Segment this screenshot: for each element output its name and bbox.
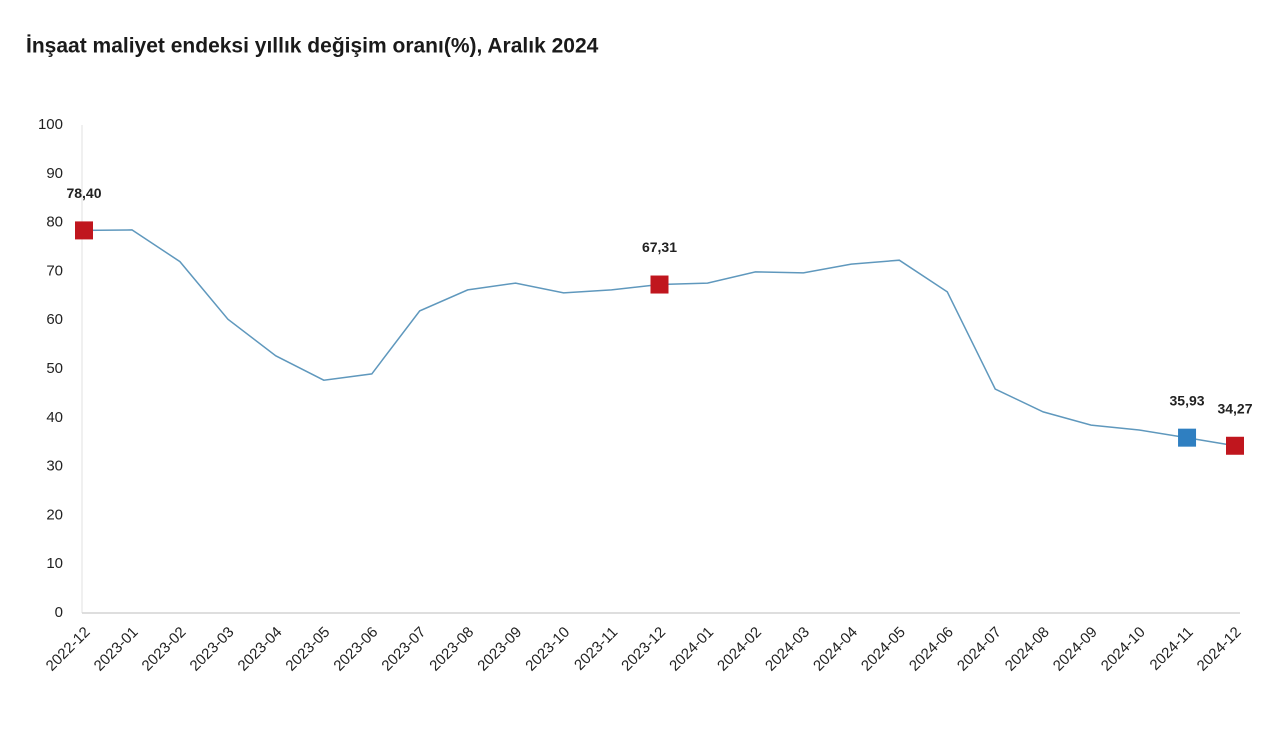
x-tick-label: 2023-03 [187, 624, 238, 675]
x-tick-label: 2023-08 [426, 624, 477, 675]
chart-title: İnşaat maliyet endeksi yıllık değişim or… [26, 35, 599, 58]
y-tick-label: 0 [55, 604, 63, 621]
x-tick-label: 2024-03 [762, 624, 813, 675]
x-tick-label: 2024-02 [714, 624, 765, 675]
x-tick-label: 2024-01 [666, 624, 717, 675]
x-tick-label: 2023-01 [91, 624, 142, 675]
x-tick-label: 2023-12 [618, 624, 669, 675]
x-tick-label: 2023-05 [282, 624, 333, 675]
y-tick-label: 70 [46, 262, 63, 279]
data-label: 67,31 [642, 239, 677, 255]
y-tick-label: 60 [46, 311, 63, 328]
x-tick-label: 2024-05 [858, 624, 909, 675]
point-marker [1226, 436, 1244, 455]
x-tick-label: 2023-09 [474, 624, 525, 675]
y-tick-label: 90 [46, 165, 63, 182]
data-label: 78,40 [66, 185, 101, 201]
x-tick-label: 2024-04 [810, 624, 861, 675]
x-tick-label: 2023-10 [522, 624, 573, 675]
y-tick-label: 20 [46, 506, 63, 523]
y-tick-label: 40 [46, 409, 63, 426]
x-tick-label: 2022-12 [43, 624, 94, 675]
x-tick-label: 2024-07 [954, 624, 1005, 675]
x-tick-label: 2024-11 [1147, 624, 1197, 674]
x-tick-label: 2023-06 [330, 624, 381, 675]
x-tick-label: 2024-06 [906, 624, 957, 675]
x-tick-label: 2024-12 [1194, 624, 1245, 675]
y-tick-label: 100 [38, 116, 63, 133]
y-tick-label: 50 [46, 360, 63, 377]
data-label: 35,93 [1170, 392, 1205, 408]
x-tick-label: 2023-11 [571, 624, 621, 674]
point-marker [650, 275, 669, 294]
x-tick-label: 2024-09 [1050, 624, 1101, 675]
point-marker [75, 221, 93, 240]
x-tick-label: 2023-04 [235, 624, 286, 675]
y-tick-label: 80 [46, 214, 63, 231]
data-label: 34,27 [1217, 400, 1252, 416]
x-tick-label: 2023-07 [378, 624, 429, 675]
x-tick-label: 2024-08 [1002, 624, 1053, 675]
y-tick-label: 10 [46, 555, 63, 572]
x-tick-label: 2023-02 [139, 624, 190, 675]
data-line [83, 229, 1236, 447]
y-tick-label: 30 [46, 458, 63, 475]
x-tick-label: 2024-10 [1098, 624, 1149, 675]
point-marker [1178, 428, 1197, 447]
